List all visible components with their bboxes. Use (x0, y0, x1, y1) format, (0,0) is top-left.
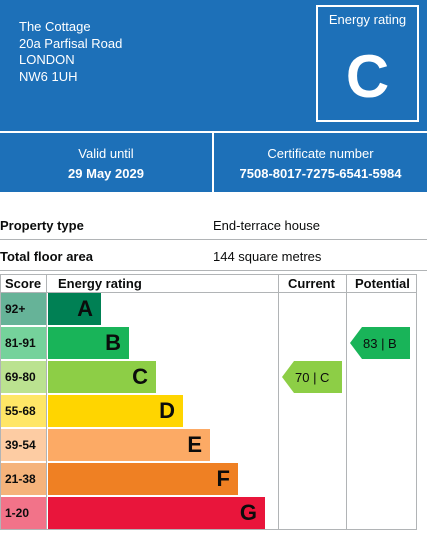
rating-bar-b: B (48, 327, 129, 359)
energy-rating-label: Energy rating (328, 12, 407, 27)
score-band-a: 92+ (1, 293, 46, 325)
rating-bar-f: F (48, 463, 238, 495)
property-type-value: End-terrace house (213, 218, 320, 233)
floor-area-value: 144 square metres (213, 249, 322, 264)
rating-bar-e: E (48, 429, 210, 461)
rating-bar-d: D (48, 395, 183, 427)
rating-bar-letter: F (216, 466, 230, 491)
property-type-row: Property type End-terrace house (0, 210, 427, 240)
rating-bar-g: G (48, 497, 265, 529)
rating-bar-letter: G (239, 500, 257, 525)
energy-rating-box: Energy rating C (316, 5, 419, 122)
current-column-divider (278, 275, 279, 529)
score-band-b: 81-91 (1, 327, 46, 359)
rating-bar-letter: E (187, 432, 202, 457)
score-column-divider (46, 275, 47, 529)
rating-bar-letter: B (105, 330, 121, 355)
valid-until-label: Valid until (78, 146, 134, 161)
energy-rating-header: Energy rating (58, 276, 142, 291)
valid-until-value: 29 May 2029 (68, 166, 144, 181)
score-band-g: 1-20 (1, 497, 46, 529)
potential-rating-arrow-shape (350, 327, 410, 359)
rating-bar-letter: D (159, 398, 175, 423)
chart-header-line (1, 292, 416, 293)
floor-area-label: Total floor area (0, 249, 93, 264)
current-rating-arrow-shape (282, 361, 342, 393)
rating-bar-letter: C (132, 364, 148, 389)
certificate-number-label: Certificate number (267, 146, 374, 161)
rating-bar-c: C (48, 361, 156, 393)
band-divider (212, 133, 214, 192)
address-line-2: 20a Parfisal Road (19, 35, 123, 51)
score-band-c: 69-80 (1, 361, 46, 393)
potential-rating-arrow: 83 | B (350, 327, 410, 359)
energy-rating-letter: C (345, 43, 390, 110)
certificate-header: The Cottage 20a Parfisal Road LONDON NW6… (0, 0, 427, 131)
address-line-3: LONDON (19, 52, 75, 67)
current-rating-arrow: 70 | C (282, 361, 342, 393)
potential-rating-arrow-label: 83 | B (363, 336, 397, 351)
property-address: The Cottage 20a Parfisal Road LONDON NW6… (19, 19, 122, 85)
address-line-4: NW6 1UH (19, 68, 78, 84)
score-header: Score (5, 276, 42, 291)
current-rating-arrow-label: 70 | C (295, 370, 329, 385)
address-line-1: The Cottage (19, 19, 91, 34)
score-band-f: 21-38 (1, 463, 46, 495)
rating-bar-a: A (48, 293, 101, 325)
energy-rating-chart: Score Energy rating Current Potential 92… (0, 274, 417, 530)
validity-band: Valid until 29 May 2029 Certificate numb… (0, 133, 427, 192)
score-band-d: 55-68 (1, 395, 46, 427)
current-header: Current (288, 276, 335, 291)
floor-area-row: Total floor area 144 square metres (0, 241, 427, 271)
valid-until: Valid until 29 May 2029 (0, 145, 212, 184)
score-band-e: 39-54 (1, 429, 46, 461)
certificate-number: Certificate number 7508-8017-7275-6541-5… (214, 145, 427, 184)
rating-bar-letter: A (77, 296, 93, 321)
property-type-label: Property type (0, 218, 84, 233)
potential-column-divider (346, 275, 347, 529)
certificate-number-value: 7508-8017-7275-6541-5984 (239, 166, 402, 181)
potential-header: Potential (355, 276, 410, 291)
